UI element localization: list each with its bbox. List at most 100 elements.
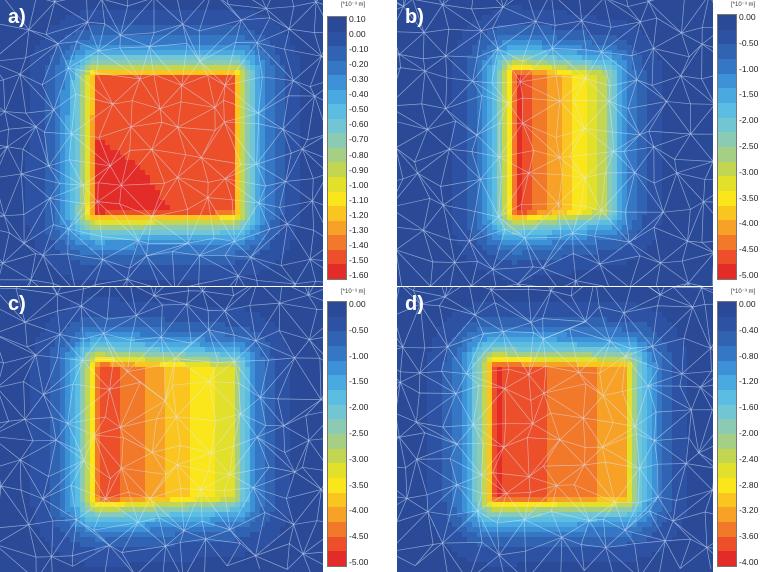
legend-swatch <box>328 507 346 522</box>
legend-tick-label: -0.80 <box>739 350 759 361</box>
legend-swatch <box>718 220 736 235</box>
legend-bar <box>717 301 737 567</box>
legend-tick-label: -0.90 <box>349 164 369 175</box>
legend-swatch <box>718 132 736 147</box>
legend-swatch <box>328 17 346 32</box>
legend-swatch <box>328 375 346 390</box>
legend-swatch <box>718 102 736 118</box>
legend-swatch <box>328 133 346 148</box>
legend-swatch <box>718 477 736 493</box>
legend-tick-label: -3.20 <box>739 505 759 516</box>
legend-tick-label: -0.20 <box>349 59 369 70</box>
legend-tick-label: -1.50 <box>349 254 369 265</box>
legend-swatch <box>328 389 346 405</box>
color-legend: [*10⁻³ m] 0.00 -0.40 -0.80 -1.20 -1.60 -2.00 -… <box>715 287 775 572</box>
legend-swatch <box>718 463 736 478</box>
legend-swatch <box>328 89 346 105</box>
legend-swatch <box>718 15 736 30</box>
legend-swatch <box>718 249 736 265</box>
legend-swatch <box>328 60 346 76</box>
legend-swatch <box>718 433 736 449</box>
legend-swatch <box>328 463 346 478</box>
legend-unit: [*10⁻³ m] <box>341 289 366 295</box>
legend-tick-label: -0.50 <box>349 104 369 115</box>
panel-d: d) [*10⁻³ m] 0.00 -0.40 -0.80 -1.20 -1.60 -2.… <box>397 287 775 572</box>
legend-swatch <box>718 146 736 162</box>
legend-tick-label: -2.50 <box>349 428 369 438</box>
legend-swatch <box>328 331 346 346</box>
color-legend: [*10⁻³ m] 0.00 -0.50 -1.00 -1.50 -2.00 -2.50 -… <box>715 0 775 286</box>
legend-swatch <box>718 375 736 390</box>
legend-tick-label: -1.20 <box>349 209 369 220</box>
legend-swatch <box>328 477 346 493</box>
legend-tick-label: -3.50 <box>739 192 759 203</box>
legend-unit: [*10⁻³ m] <box>731 289 756 295</box>
legend-swatch <box>328 118 346 134</box>
panel-a: a) [*10⁻³ m] 0.10 0.00 -0.10 -0.20 -0.30 -0.4… <box>0 0 387 286</box>
legend-swatch <box>718 190 736 206</box>
mesh-overlay <box>0 287 323 572</box>
legend-tick-label: -0.40 <box>349 89 369 100</box>
legend-swatch <box>328 316 346 332</box>
legend-swatch <box>718 536 736 552</box>
legend-swatch <box>328 75 346 90</box>
legend-tick-label: -2.00 <box>739 428 759 438</box>
legend-swatch <box>718 404 736 420</box>
legend-swatch <box>328 419 346 434</box>
legend-swatch <box>718 264 736 279</box>
legend-tick-label: -3.00 <box>739 166 759 177</box>
panel-label: b) <box>405 6 424 28</box>
legend-tick-label: -1.00 <box>349 350 369 361</box>
legend-swatch <box>328 521 346 537</box>
legend-swatch <box>718 234 736 250</box>
legend-swatch <box>328 191 346 207</box>
legend-swatch <box>328 104 346 119</box>
contour-plot <box>0 0 323 286</box>
legend-swatch <box>718 521 736 537</box>
legend-tick-label: -0.50 <box>349 324 369 335</box>
legend-swatch <box>718 419 736 434</box>
panel-label: c) <box>8 293 26 315</box>
contour-plot <box>0 287 323 572</box>
legend-bar <box>327 301 347 567</box>
legend-swatch <box>718 507 736 522</box>
legend-swatch <box>718 44 736 59</box>
legend-swatch <box>328 249 346 265</box>
mesh-overlay <box>397 0 713 286</box>
legend-swatch <box>718 73 736 89</box>
legend-tick-label: -3.60 <box>739 531 759 542</box>
legend-swatch <box>328 31 346 47</box>
mesh-overlay <box>397 287 713 572</box>
legend-tick-label: 0.00 <box>739 299 756 309</box>
legend-swatch <box>718 205 736 221</box>
legend-swatch <box>328 302 346 317</box>
legend-tick-label: -4.00 <box>739 218 759 229</box>
legend-tick-label: -1.00 <box>349 179 369 190</box>
legend-bar <box>327 16 347 280</box>
legend-swatch <box>718 448 736 464</box>
legend-tick-label: -1.50 <box>739 89 759 100</box>
legend-swatch <box>328 235 346 250</box>
legend-unit: [*10⁻³ m] <box>731 2 756 8</box>
legend-swatch <box>328 345 346 361</box>
legend-swatch <box>328 551 346 566</box>
panel-label: d) <box>405 293 424 315</box>
panel-label: a) <box>8 6 26 28</box>
legend-tick-label: -0.30 <box>349 74 369 85</box>
legend-swatch <box>718 551 736 566</box>
legend-unit: [*10⁻³ m] <box>341 2 366 8</box>
contour-svg <box>0 0 323 286</box>
legend-tick-label: -1.60 <box>739 402 759 413</box>
legend-swatch <box>718 302 736 317</box>
legend-swatch <box>328 433 346 449</box>
legend-swatch <box>718 316 736 332</box>
legend-tick-label: -0.50 <box>739 37 759 48</box>
legend-swatch <box>718 331 736 346</box>
legend-tick-label: -4.00 <box>349 505 369 516</box>
legend-swatch <box>718 29 736 45</box>
legend-tick-label: -5.00 <box>739 270 759 280</box>
legend-swatch <box>718 58 736 74</box>
color-legend: [*10⁻³ m] 0.10 0.00 -0.10 -0.20 -0.30 -0.40 -0… <box>325 0 387 286</box>
legend-swatch <box>328 162 346 178</box>
legend-tick-label: -1.00 <box>739 63 759 74</box>
